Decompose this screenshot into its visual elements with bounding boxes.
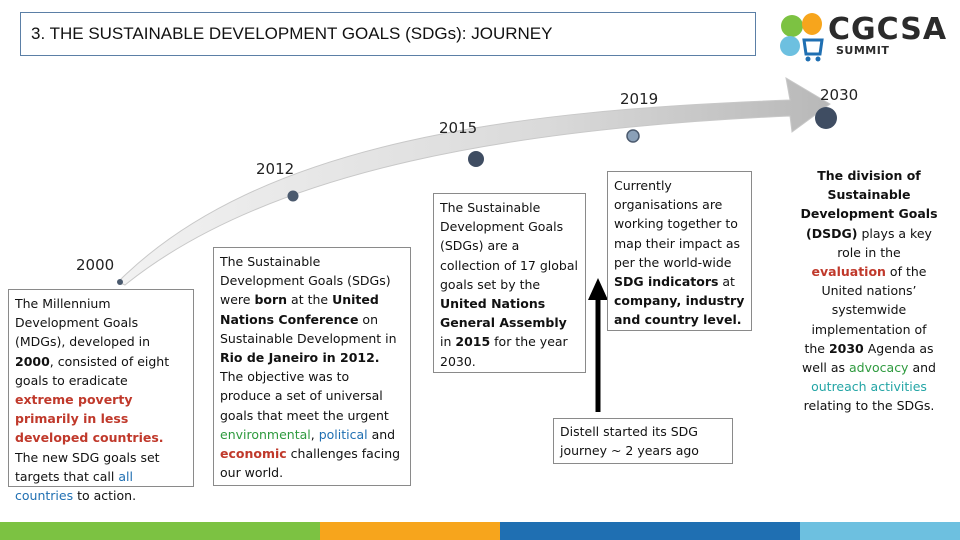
milestone-2030-dot — [815, 107, 837, 129]
milestone-2015-dot — [468, 151, 484, 167]
year-2030: 2030 — [820, 86, 858, 104]
milestone-2012-dot — [288, 191, 299, 202]
distell-box: Distell started its SDG journey ~ 2 year… — [553, 418, 733, 464]
footer-bar-orange — [320, 522, 500, 540]
year-2019: 2019 — [620, 90, 658, 108]
milestone-2000-dot — [117, 279, 123, 285]
footer-bar-blue — [500, 522, 800, 540]
footer-bar-lightblue — [800, 522, 960, 540]
sdg-2019-box: Currently organisations are working toge… — [607, 171, 752, 331]
footer-bar-green — [0, 522, 320, 540]
milestone-2019-dot — [627, 130, 639, 142]
year-2015: 2015 — [439, 119, 477, 137]
mdg-2000-box: The Millennium Development Goals (MDGs),… — [8, 289, 194, 487]
sdg-2015-box: The Sustainable Development Goals (SDGs)… — [433, 193, 586, 373]
year-2012: 2012 — [256, 160, 294, 178]
distell-arrow-head — [588, 278, 608, 300]
year-2000: 2000 — [76, 256, 114, 274]
footer-color-bar — [0, 522, 960, 540]
dsdg-description: The division of Sustainable Development … — [800, 166, 938, 416]
sdg-2012-box: The Sustainable Development Goals (SDGs)… — [213, 247, 411, 486]
